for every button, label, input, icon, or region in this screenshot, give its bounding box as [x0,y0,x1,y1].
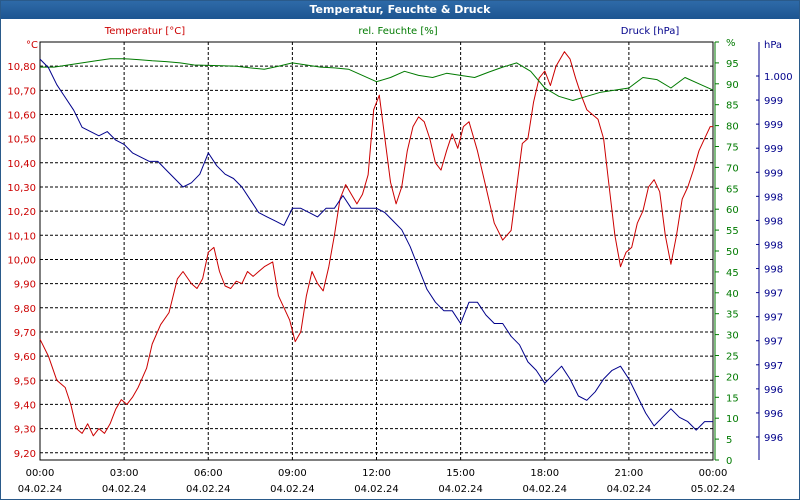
x-tick-date: 04.02.24 [522,484,567,495]
pressure-tick-label: 999 [764,144,783,155]
humidity-tick-label: 40 [726,289,739,300]
pressure-tick-label: 998 [764,216,783,227]
humidity-tick-label: 65 [726,184,739,195]
humidity-tick-label: 85 [726,101,739,112]
pressure-tick-label: 997 [764,313,783,324]
humidity-tick-label: 45 [726,268,739,279]
data-series [39,51,714,437]
temp-tick-label: 9,70 [14,328,36,339]
humidity-tick-label: 75 [726,143,739,154]
humidity-tick-label: 80 [726,122,739,133]
humidity-tick-label: 10 [726,414,739,425]
pressure-line [39,58,713,431]
pressure-axis-title: Druck [hPa] [621,26,680,37]
humidity-tick-label: % [726,38,736,49]
x-tick-date: 04.02.24 [270,484,315,495]
x-tick-time: 06:00 [194,468,223,479]
temp-tick-label: 10,80 [7,62,36,73]
x-tick-time: 00:00 [26,468,55,479]
temp-tick-label: 9,60 [14,352,36,363]
humidity-axis-title: rel. Feuchte [%] [358,26,437,37]
temp-tick-label: 9,90 [14,280,36,291]
x-tick-date: 04.02.24 [607,484,652,495]
temp-tick-label: 9,80 [14,304,36,315]
temp-tick-label: 10,30 [7,183,36,194]
x-tick-time: 21:00 [614,468,643,479]
pressure-tick-label: 998 [764,192,783,203]
humidity-tick-label: 55 [726,226,739,237]
window-title: Temperatur, Feuchte & Druck [1,1,799,19]
humidity-tick-label: 5 [726,435,732,446]
pressure-tick-label: 996 [764,433,783,444]
humidity-tick-label: 30 [726,331,739,342]
x-tick-date: 05.02.24 [691,484,736,495]
temp-tick-label: 10,60 [7,110,36,121]
humidity-line [40,58,714,101]
plot-border [39,41,714,461]
pressure-tick-label: 997 [764,337,783,348]
temp-axis-title: Temperatur [°C] [104,26,185,37]
x-tick-date: 04.02.24 [354,484,399,495]
pressure-tick-label: 999 [764,168,783,179]
temp-tick-label: 9,20 [14,449,36,460]
humidity-tick-label: 25 [726,352,739,363]
humidity-tick-label: 50 [726,247,739,258]
pressure-tick-label: 996 [764,409,783,420]
chart-grid [40,42,713,460]
x-tick-time: 12:00 [362,468,391,479]
humidity-tick-label: 0 [726,456,732,467]
pressure-tick-label: 998 [764,265,783,276]
pressure-tick-label: 999 [764,120,783,131]
x-tick-date: 04.02.24 [186,484,231,495]
x-tick-time: 18:00 [530,468,559,479]
pressure-tick-label: 1.000 [764,72,793,83]
plot-frame [39,41,760,461]
humidity-tick-label: 70 [726,163,739,174]
pressure-axis-unit: hPa [764,40,782,51]
pressure-tick-label: 997 [764,289,783,300]
x-tick-time: 00:00 [699,468,728,479]
temp-tick-label: 10,10 [7,231,36,242]
temp-tick-label: 10,20 [7,207,36,218]
humidity-tick-label: 60 [726,205,739,216]
temp-tick-label: 9,30 [14,425,36,436]
pressure-tick-label: 996 [764,385,783,396]
humidity-tick-label: 35 [726,310,739,321]
pressure-tick-label: 998 [764,240,783,251]
humidity-tick-label: 95 [726,59,739,70]
humidity-tick-label: 90 [726,80,739,91]
temp-tick-label: 9,50 [14,376,36,387]
x-tick-time: 03:00 [110,468,139,479]
temp-axis-unit: °C [26,40,38,51]
temp-tick-label: 10,00 [7,255,36,266]
axis-labels: 00:00 04.02.24 03:00 04.02.24 06:00 04.02.24 0… [7,26,792,495]
humidity-tick-label: 20 [726,372,739,383]
temperature-line [39,51,713,437]
pressure-tick-label: 997 [764,361,783,372]
x-tick-date: 04.02.24 [102,484,147,495]
temp-tick-label: 10,50 [7,135,36,146]
temp-tick-label: 10,40 [7,159,36,170]
x-tick-time: 15:00 [446,468,475,479]
x-tick-date: 04.02.24 [438,484,483,495]
temp-tick-label: 10,70 [7,86,36,97]
humidity-tick-label: 15 [726,393,739,404]
x-tick-time: 09:00 [278,468,307,479]
x-tick-date: 04.02.24 [18,484,63,495]
temp-tick-label: 9,40 [14,400,36,411]
pressure-tick-label: 999 [764,96,783,107]
